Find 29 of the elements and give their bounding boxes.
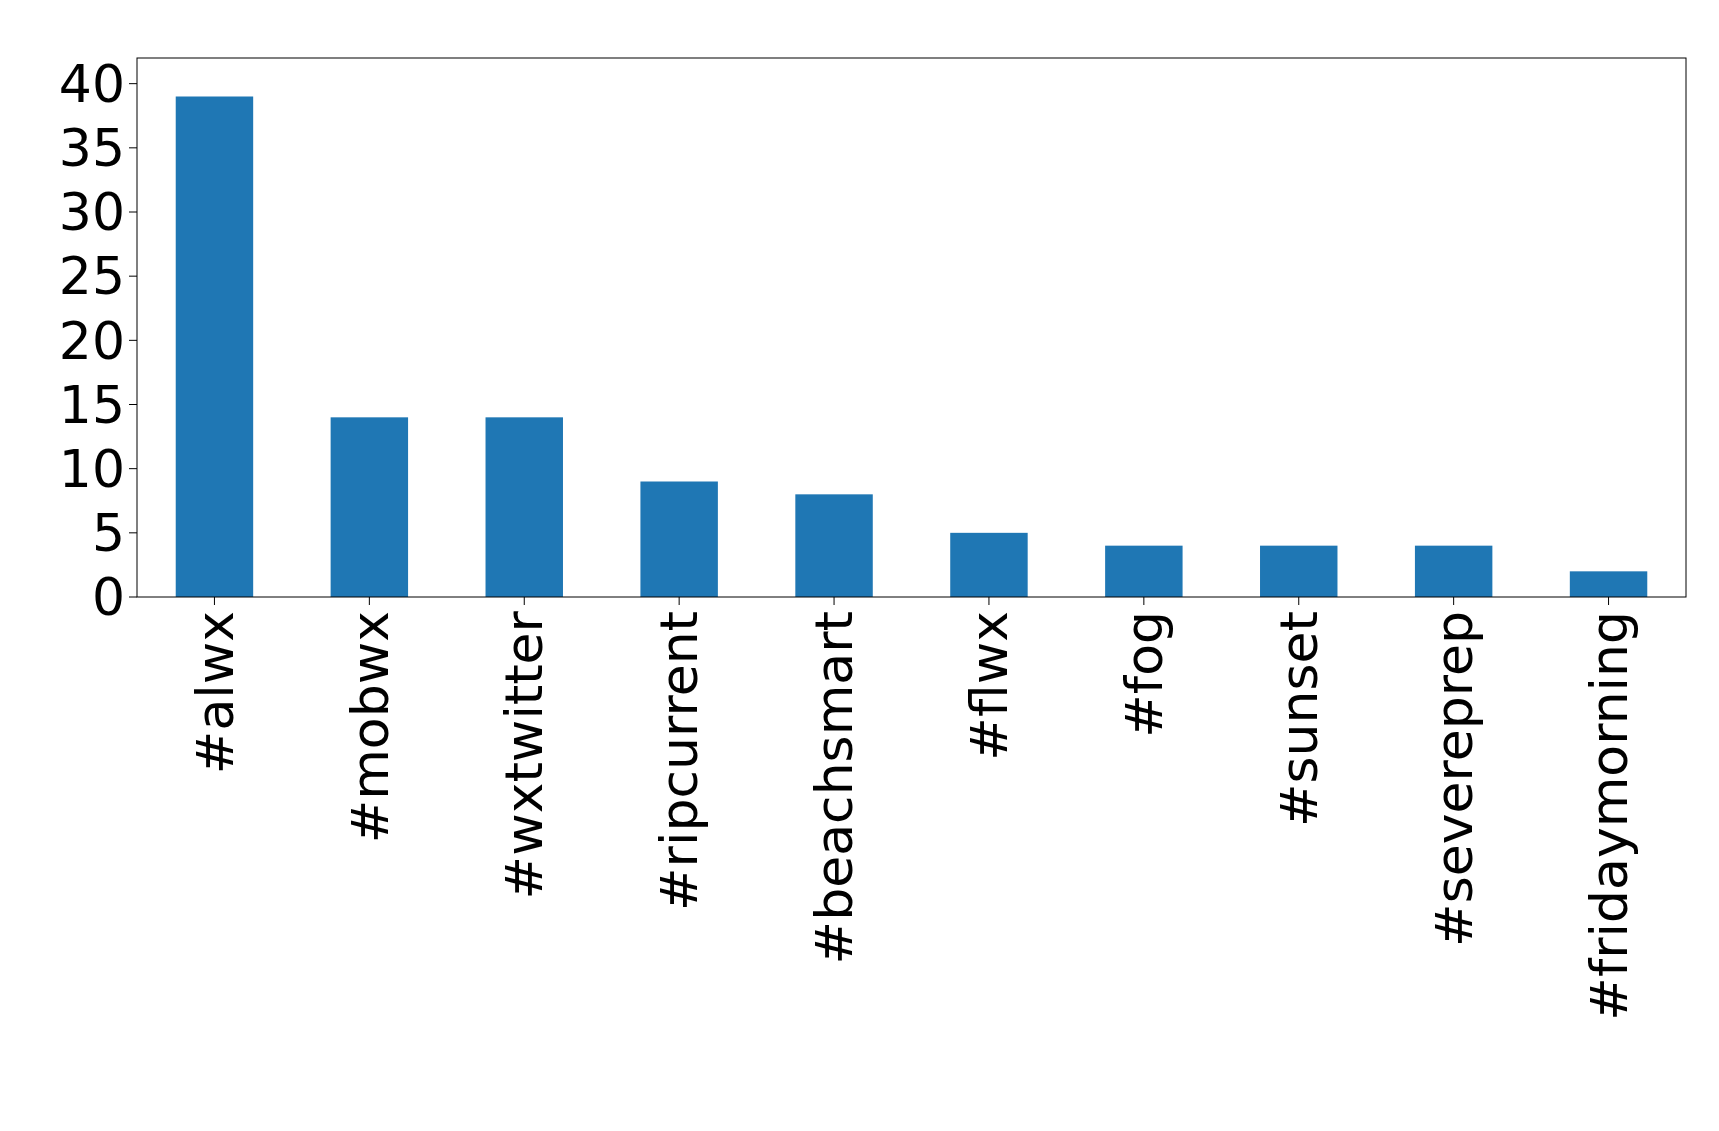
y-tick-label: 30 xyxy=(58,182,125,243)
x-tick-label: #severeprep xyxy=(1423,611,1484,947)
x-tick-label: #flwx xyxy=(959,611,1020,761)
bar xyxy=(1569,571,1648,597)
x-tick-label: #fridaymorning xyxy=(1578,611,1639,1021)
y-tick-label: 0 xyxy=(91,567,125,628)
x-tick-label: #sunset xyxy=(1268,611,1329,828)
bar xyxy=(1105,545,1183,597)
x-tick-label: #beachsmart xyxy=(804,611,865,965)
bar xyxy=(640,481,718,597)
y-tick-label: 5 xyxy=(91,503,125,564)
y-tick-label: 35 xyxy=(58,118,125,179)
x-tick-label: #fog xyxy=(1114,611,1175,738)
x-tick-label: #mobwx xyxy=(339,611,400,844)
y-tick-label: 25 xyxy=(58,246,125,307)
bar xyxy=(1414,545,1493,597)
x-tick-label: #wxtwitter xyxy=(494,610,555,900)
bar xyxy=(175,96,254,597)
bar xyxy=(330,417,409,597)
bar xyxy=(950,532,1028,597)
bar xyxy=(795,494,873,597)
x-tick-label: #alwx xyxy=(184,611,245,775)
x-tick-label: #ripcurrent xyxy=(649,611,710,911)
y-tick-label: 40 xyxy=(58,53,125,114)
y-tick-label: 15 xyxy=(58,374,125,435)
y-tick-label: 10 xyxy=(58,438,125,499)
bar xyxy=(1260,545,1338,597)
bar xyxy=(485,417,563,597)
y-tick-label: 20 xyxy=(58,310,125,371)
